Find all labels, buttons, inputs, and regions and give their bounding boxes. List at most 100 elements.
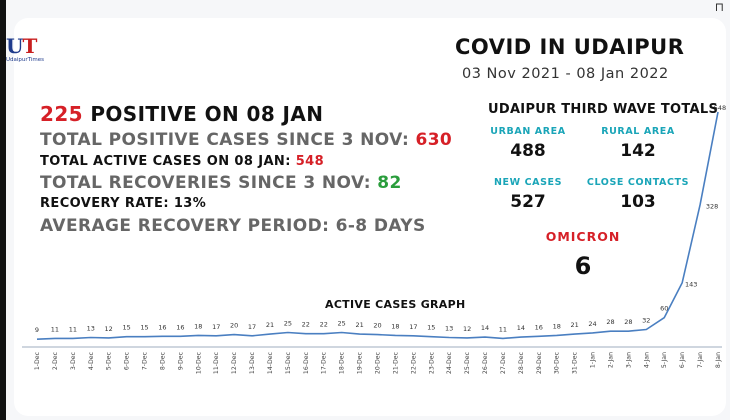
total-positive-line: TOTAL POSITIVE CASES SINCE 3 NOV: 630 (40, 128, 452, 152)
close-contacts-cell: CLOSE CONTACTS 103 (583, 177, 693, 212)
data-label: 16 (535, 323, 543, 331)
data-label: 17 (248, 323, 256, 331)
data-label: 22 (320, 321, 328, 329)
data-label: 21 (570, 321, 578, 329)
active-cases-line (36, 111, 719, 340)
urban-area-value: 488 (510, 141, 546, 161)
data-label: 28 (624, 318, 632, 326)
third-wave-heading: UDAIPUR THIRD WAVE TOTALS (488, 102, 719, 117)
avg-recovery-line: AVERAGE RECOVERY PERIOD: 6-8 DAYS (40, 216, 426, 236)
x-tick-label: 23-Dec (428, 351, 435, 374)
x-tick-label: 16-Dec (303, 351, 310, 374)
x-tick-label: 22-Dec (410, 351, 417, 374)
data-label: 24 (588, 320, 596, 328)
data-label: 13 (445, 325, 453, 333)
urban-area-cell: URBAN AREA 488 (473, 126, 583, 161)
x-tick-label: 17-Dec (321, 351, 328, 374)
data-label: 13 (87, 325, 95, 333)
data-label: 21 (266, 321, 274, 329)
data-label: 14 (481, 324, 489, 332)
recoveries-value: 82 (377, 173, 402, 193)
x-tick-label: 8-Dec (159, 351, 166, 370)
data-label: 20 (230, 322, 238, 330)
data-label: 11 (499, 325, 507, 333)
x-tick-label: 25-Dec (464, 351, 471, 374)
logo-mark: UT (6, 36, 66, 56)
date-range: 03 Nov 2021 - 08 Jan 2022 (462, 66, 669, 82)
x-tick-label: 1-Dec (34, 351, 41, 370)
data-label: 12 (105, 325, 113, 333)
chart-title: ACTIVE CASES GRAPH (325, 298, 466, 311)
x-tick-label: 5-Dec (106, 351, 113, 370)
rural-area-cell: RURAL AREA 142 (583, 126, 693, 161)
share-icon[interactable]: ⊓ (714, 0, 724, 14)
data-label: 9 (35, 326, 39, 334)
x-tick-label: 27-Dec (500, 351, 507, 374)
recoveries-line: TOTAL RECOVERIES SINCE 3 NOV: 82 (40, 172, 452, 194)
data-label: 17 (409, 323, 417, 331)
x-tick-label: 3-Jan (625, 352, 632, 368)
x-tick-label: 13-Dec (249, 351, 256, 374)
recovery-rate-line: RECOVERY RATE: 13% (40, 196, 207, 211)
x-tick-label: 10-Dec (195, 351, 202, 374)
recoveries-label: TOTAL RECOVERIES SINCE 3 NOV: (40, 173, 378, 193)
x-tick-label: 26-Dec (482, 351, 489, 374)
urban-area-label: URBAN AREA (490, 126, 566, 137)
data-label: 22 (302, 321, 310, 329)
data-label: 18 (391, 322, 399, 330)
data-label: 18 (194, 322, 202, 330)
x-tick-label: 2-Jan (607, 352, 614, 368)
data-label: 15 (122, 324, 130, 332)
omicron-value: 6 (574, 252, 592, 280)
new-cases-value: 527 (510, 192, 546, 212)
x-tick-label: 24-Dec (446, 351, 453, 374)
data-label: 12 (463, 325, 471, 333)
data-label: 16 (176, 323, 184, 331)
x-tick-label: 8-Jan (715, 352, 722, 368)
data-label: 18 (553, 322, 561, 330)
x-tick-label: 6-Jan (679, 352, 686, 368)
logo-subtitle: UdaipurTimes (6, 57, 44, 63)
x-tick-label: 4-Dec (88, 351, 95, 370)
active-cases-line: TOTAL ACTIVE CASES ON 08 JAN: 548 (40, 152, 452, 172)
data-label: 14 (517, 324, 525, 332)
x-tick-label: 6-Dec (124, 351, 131, 370)
x-tick-label: 5-Jan (661, 352, 668, 368)
data-label: 15 (140, 324, 148, 332)
data-label: 32 (642, 317, 650, 325)
data-label: 20 (373, 322, 381, 330)
x-tick-label: 7-Jan (697, 352, 704, 368)
data-label: 17 (212, 323, 220, 331)
active-cases-label: TOTAL ACTIVE CASES ON 08 JAN: (40, 154, 296, 169)
active-cases-value: 548 (295, 154, 325, 169)
logo-letter-t: T (22, 34, 37, 58)
data-label: 328 (706, 203, 718, 211)
omicron-label: OMICRON (545, 229, 621, 244)
close-contacts-value: 103 (620, 192, 656, 212)
logo-letter-u: U (6, 34, 23, 58)
positive-today-value: 225 (40, 102, 83, 126)
positive-today-label: POSITIVE ON 08 JAN (82, 102, 324, 126)
positive-today-line: 225 POSITIVE ON 08 JAN (40, 101, 452, 128)
page-title: COVID IN UDAIPUR (455, 35, 685, 59)
data-label: 548 (714, 104, 726, 112)
total-positive-label: TOTAL POSITIVE CASES SINCE 3 NOV: (40, 130, 416, 150)
data-label: 16 (158, 323, 166, 331)
x-tick-label: 29-Dec (536, 351, 543, 374)
x-tick-label: 30-Dec (554, 351, 561, 374)
x-tick-label: 20-Dec (375, 351, 382, 374)
x-tick-label: 2-Dec (52, 351, 59, 370)
rural-area-value: 142 (620, 141, 656, 161)
x-tick-label: 18-Dec (339, 351, 346, 374)
x-tick-label: 11-Dec (213, 351, 220, 374)
x-tick-label: 3-Dec (70, 351, 77, 370)
x-tick-label: 14-Dec (267, 351, 274, 374)
x-tick-label: 4-Jan (643, 352, 650, 368)
x-tick-label: 31-Dec (572, 351, 579, 374)
x-tick-label: 1-Jan (590, 352, 597, 368)
data-label: 11 (51, 325, 59, 333)
x-tick-label: 12-Dec (231, 351, 238, 374)
data-label: 25 (284, 319, 292, 327)
udaipurtimes-logo: UT UdaipurTimes (6, 36, 66, 63)
